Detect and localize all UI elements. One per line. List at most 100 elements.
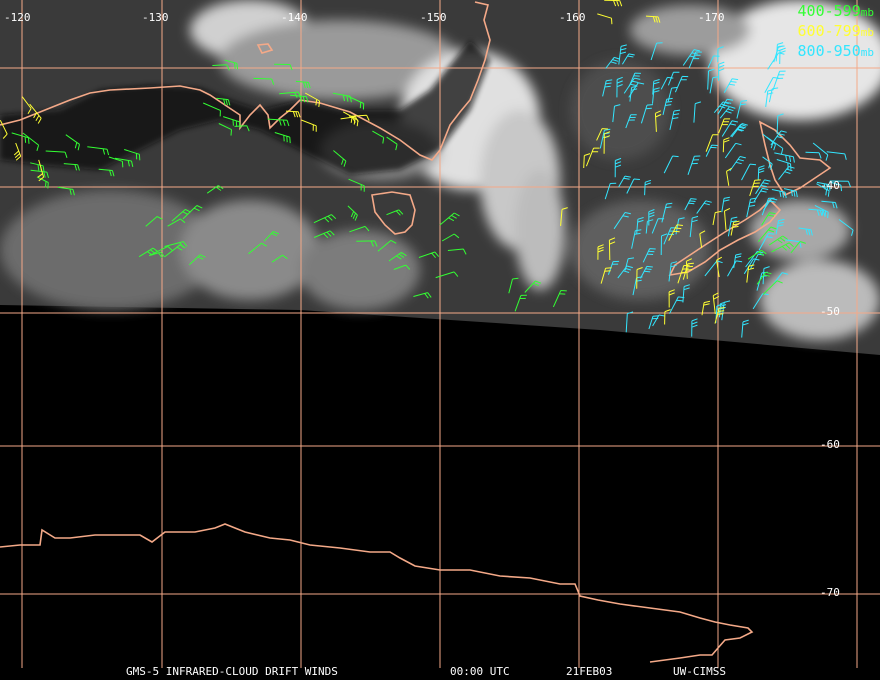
wind-barb xyxy=(279,91,302,98)
wind-barb xyxy=(636,217,644,234)
wind-barb xyxy=(138,247,159,258)
wind-barb xyxy=(814,204,829,219)
lat-label: -60 xyxy=(820,438,840,451)
wind-barb xyxy=(699,230,706,248)
lon-label: -160 xyxy=(559,11,586,24)
wind-barb xyxy=(271,254,288,263)
wind-barb xyxy=(761,212,776,226)
wind-barb xyxy=(714,307,726,324)
wind-barb xyxy=(682,49,700,66)
wind-barb xyxy=(164,241,188,248)
wind-barb xyxy=(333,150,347,167)
wind-barb xyxy=(640,265,653,279)
wind-barb xyxy=(718,118,731,134)
wind-barb xyxy=(377,239,397,252)
wind-barb xyxy=(652,79,660,95)
wind-barb xyxy=(736,100,748,119)
wind-barb xyxy=(30,162,45,172)
wind-barb xyxy=(663,227,677,245)
wind-barb xyxy=(644,179,652,196)
wind-barb xyxy=(829,181,842,192)
wind-barb xyxy=(600,267,612,284)
wind-barb xyxy=(11,132,30,144)
lon-label: -120 xyxy=(4,11,31,24)
wind-barb xyxy=(301,119,317,132)
wind-barb xyxy=(223,116,241,128)
wind-barb xyxy=(37,159,45,182)
wind-barb xyxy=(765,89,774,108)
wind-barb xyxy=(340,116,359,123)
wind-barb xyxy=(753,187,769,202)
wind-barb xyxy=(757,165,765,181)
wind-barb xyxy=(441,233,460,242)
wind-barb xyxy=(45,150,68,158)
wind-barb xyxy=(730,220,740,236)
wind-barb xyxy=(729,156,746,172)
wind-barb xyxy=(669,109,681,131)
wind-barb xyxy=(723,78,739,93)
wind-barb xyxy=(613,212,631,230)
wind-barb xyxy=(662,97,673,116)
wind-barb xyxy=(705,144,718,157)
wind-barb xyxy=(756,271,772,285)
wind-barb xyxy=(628,82,645,98)
coast-australia xyxy=(0,1,491,161)
wind-barb xyxy=(712,210,722,226)
wind-barb xyxy=(816,181,831,191)
wind-barb xyxy=(778,166,795,180)
legend-entry-800-950: 800-950mb xyxy=(798,42,874,62)
wind-barb xyxy=(652,314,665,327)
wind-barb xyxy=(439,212,460,226)
wind-barb xyxy=(585,147,600,167)
wind-barb xyxy=(30,169,49,179)
wind-barb xyxy=(660,233,668,256)
data-source: UW-CIMSS xyxy=(673,665,726,678)
wind-barb xyxy=(182,205,203,220)
wind-barb xyxy=(757,226,777,243)
wind-barb xyxy=(313,214,337,224)
coastlines xyxy=(0,1,832,663)
coast-nz-south xyxy=(668,198,782,277)
wind-barb xyxy=(772,70,786,90)
wind-barb xyxy=(654,110,662,132)
wind-barb xyxy=(617,265,633,279)
wind-barb xyxy=(838,219,854,236)
wind-barb xyxy=(716,256,723,278)
wind-barb xyxy=(762,156,773,170)
wind-barb xyxy=(524,280,542,293)
wind-barb xyxy=(65,134,80,151)
wind-barb xyxy=(773,272,789,284)
wind-barb xyxy=(145,216,163,227)
wind-barb xyxy=(719,106,736,119)
wind-barb xyxy=(614,157,622,178)
wind-barb xyxy=(212,64,230,71)
wind-barb xyxy=(623,77,641,94)
wind-barb xyxy=(713,101,729,114)
lon-label: -140 xyxy=(281,11,308,24)
wind-barb xyxy=(167,218,186,227)
wind-barb xyxy=(669,296,685,314)
wind-barb xyxy=(689,215,699,238)
wind-barb xyxy=(29,103,42,124)
wind-barb xyxy=(816,183,830,197)
wind-barb xyxy=(356,240,378,247)
wind-barb xyxy=(631,229,642,249)
product-name: GMS-5 INFRARED-CLOUD DRIFT WINDS xyxy=(126,665,338,678)
wind-barb xyxy=(688,51,702,69)
wind-barb xyxy=(605,56,621,69)
wind-barb xyxy=(108,156,124,168)
wind-barb xyxy=(0,119,8,139)
wind-barb xyxy=(624,257,635,271)
wind-barb xyxy=(413,292,432,299)
wind-barb xyxy=(660,76,674,90)
wind-barb xyxy=(826,151,847,160)
wind-barb xyxy=(349,225,370,233)
wind-barb xyxy=(602,79,613,97)
wind-barb xyxy=(707,55,720,69)
wind-barb xyxy=(682,262,694,280)
wind-barb xyxy=(667,71,680,86)
wind-barb xyxy=(597,13,613,25)
wind-barb xyxy=(386,136,398,151)
